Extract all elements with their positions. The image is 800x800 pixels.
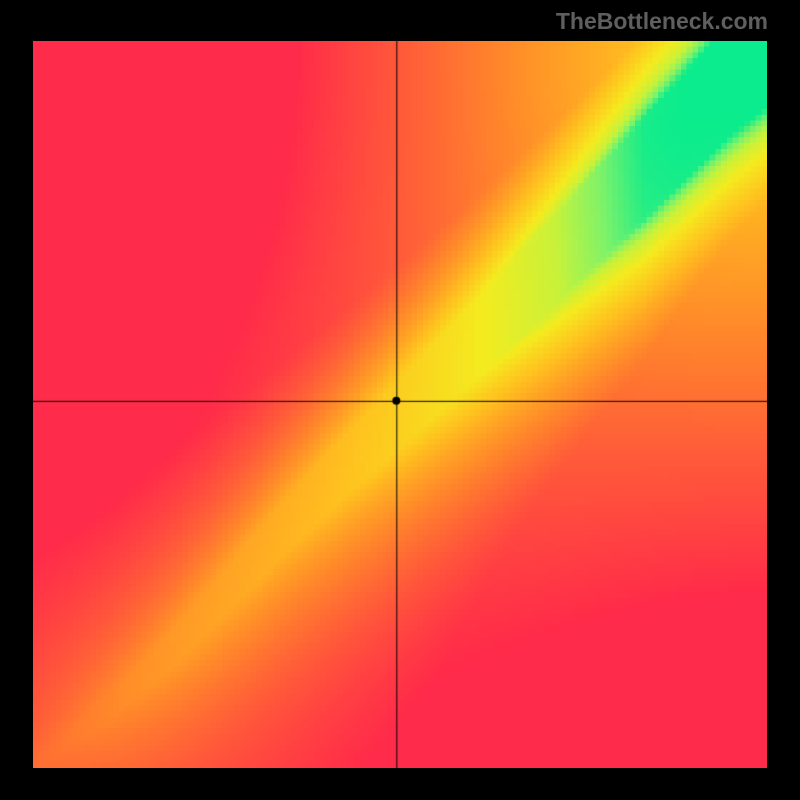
stage: TheBottleneck.com [0,0,800,800]
watermark-text: TheBottleneck.com [556,8,768,35]
crosshair-overlay [33,41,767,768]
